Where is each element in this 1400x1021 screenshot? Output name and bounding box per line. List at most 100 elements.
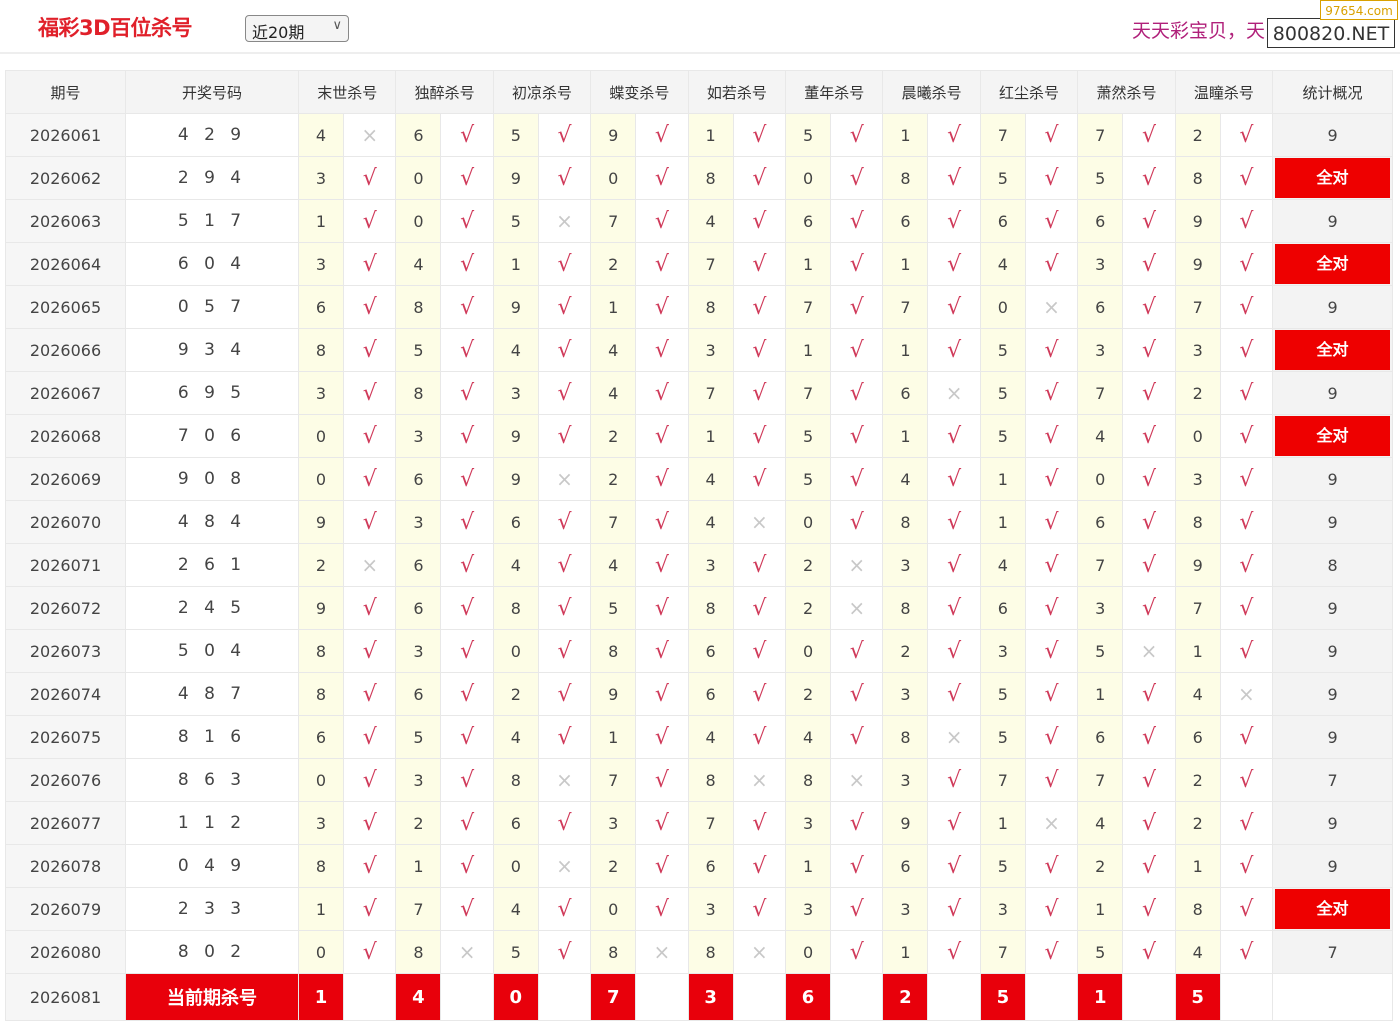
kill-number-cell: 5 — [979, 371, 1026, 415]
cross-icon: × — [1122, 629, 1176, 673]
kill-number-cell: 5 — [590, 586, 637, 630]
kill-number-cell: 2 — [590, 242, 637, 286]
draw-number-cell: 4 2 9 — [125, 113, 299, 157]
check-icon: √ — [342, 930, 397, 974]
cross-icon: × — [830, 586, 884, 630]
kill-number-cell: 1 — [882, 242, 929, 286]
all-correct-badge: 全对 — [1275, 416, 1391, 456]
check-icon: √ — [830, 156, 884, 200]
kill-number-cell: 7 — [687, 371, 734, 415]
period-range-select[interactable]: 近20期 ∨ — [245, 15, 349, 42]
check-icon: √ — [440, 371, 494, 415]
check-icon: √ — [635, 199, 689, 243]
check-icon: √ — [1122, 930, 1176, 974]
kill-number-cell: 0 — [785, 156, 832, 200]
stat-value: 9 — [1327, 512, 1338, 532]
kill-number-cell: 7 — [785, 371, 832, 415]
draw-number-cell: 0 4 9 — [125, 844, 299, 888]
kill-number-cell: 6 — [687, 629, 734, 673]
check-icon: √ — [732, 113, 787, 157]
check-icon: √ — [537, 328, 592, 372]
kill-number-cell: 5 — [395, 328, 442, 372]
period-cell: 2026067 — [5, 371, 126, 415]
kill-number-cell: 2 — [395, 801, 442, 845]
kill-number-cell: 9 — [882, 801, 929, 845]
check-icon: √ — [1024, 887, 1079, 931]
stat-value: 9 — [1327, 813, 1338, 833]
kill-number-cell: 6 — [395, 113, 442, 157]
kill-number-cell: 5 — [492, 113, 539, 157]
current-kill-number: 3 — [687, 973, 734, 1021]
stat-cell: 9 — [1272, 844, 1394, 888]
stat-value: 7 — [1327, 770, 1338, 790]
check-icon: √ — [1219, 156, 1274, 200]
stat-cell: 全对 — [1272, 887, 1394, 931]
check-icon: √ — [1219, 371, 1274, 415]
kill-number-table: 期号 开奖号码 末世杀号 独醉杀号 初凉杀号 蝶变杀号 如若杀号 董年杀号 晨曦杀号 红尘杀号 萧然… — [5, 70, 1394, 1021]
kill-number-cell: 7 — [687, 242, 734, 286]
check-icon: √ — [1219, 629, 1274, 673]
check-icon: √ — [1122, 801, 1176, 845]
empty-cell — [732, 973, 787, 1021]
column-header: 期号 — [5, 70, 126, 114]
current-kill-number: 0 — [492, 973, 539, 1021]
check-icon: √ — [1122, 887, 1176, 931]
check-icon: √ — [1122, 113, 1176, 157]
check-icon: √ — [342, 629, 397, 673]
check-icon: √ — [927, 414, 981, 458]
check-icon: √ — [1122, 242, 1176, 286]
kill-number-cell: 6 — [395, 457, 442, 501]
cross-icon: × — [1024, 801, 1079, 845]
cross-icon: × — [927, 371, 981, 415]
kill-number-cell: 4 — [1077, 801, 1124, 845]
check-icon: √ — [927, 156, 981, 200]
check-icon: √ — [635, 328, 689, 372]
period-cell: 2026077 — [5, 801, 126, 845]
kill-number-cell: 5 — [1077, 629, 1124, 673]
kill-number-cell: 6 — [492, 801, 539, 845]
cross-icon: × — [1024, 285, 1079, 329]
kill-number-cell: 4 — [882, 457, 929, 501]
table-row: 2026068 7 0 6 0 √ 3 √ 9 √ 2 √ 1 √ 5 √ 1 √ 5 √ 4 √ 0 √ 全对 — [5, 414, 1394, 458]
stat-cell: 全对 — [1272, 242, 1394, 286]
kill-number-cell: 8 — [1174, 500, 1221, 544]
kill-number-cell: 0 — [785, 629, 832, 673]
stat-cell: 9 — [1272, 371, 1394, 415]
current-kill-number: 1 — [298, 973, 344, 1021]
kill-number-cell: 7 — [590, 758, 637, 802]
kill-number-cell: 3 — [882, 672, 929, 716]
check-icon: √ — [635, 414, 689, 458]
kill-number-cell: 7 — [882, 285, 929, 329]
all-correct-badge: 全对 — [1275, 244, 1391, 284]
check-icon: √ — [1219, 844, 1274, 888]
table-row: 2026070 4 8 4 9 √ 3 √ 6 √ 7 √ 4 × 0 √ 8 √ 1 √ 6 √ 8 √ 9 — [5, 500, 1394, 544]
kill-number-cell: 0 — [492, 629, 539, 673]
kill-number-cell: 4 — [1174, 930, 1221, 974]
cross-icon: × — [537, 199, 592, 243]
check-icon: √ — [732, 457, 787, 501]
check-icon: √ — [927, 930, 981, 974]
slogan-text: 天天彩宝贝，天 — [1132, 20, 1266, 42]
kill-number-cell: 3 — [882, 758, 929, 802]
check-icon: √ — [927, 199, 981, 243]
kill-number-cell: 4 — [687, 500, 734, 544]
check-icon: √ — [1024, 500, 1079, 544]
kill-number-cell: 8 — [1174, 156, 1221, 200]
cross-icon: × — [1219, 672, 1274, 716]
check-icon: √ — [1024, 930, 1079, 974]
kill-number-cell: 2 — [590, 414, 637, 458]
period-cell: 2026068 — [5, 414, 126, 458]
check-icon: √ — [732, 285, 787, 329]
all-correct-badge: 全对 — [1275, 330, 1391, 370]
kill-number-cell: 1 — [687, 414, 734, 458]
cross-icon: × — [927, 715, 981, 759]
empty-cell — [1024, 973, 1079, 1021]
check-icon: √ — [927, 543, 981, 587]
current-kill-number: 7 — [590, 973, 637, 1021]
check-icon: √ — [440, 199, 494, 243]
empty-cell — [342, 973, 397, 1021]
kill-number-cell: 9 — [1174, 543, 1221, 587]
kill-number-cell: 8 — [687, 930, 734, 974]
cross-icon: × — [537, 457, 592, 501]
kill-number-cell: 7 — [1174, 586, 1221, 630]
